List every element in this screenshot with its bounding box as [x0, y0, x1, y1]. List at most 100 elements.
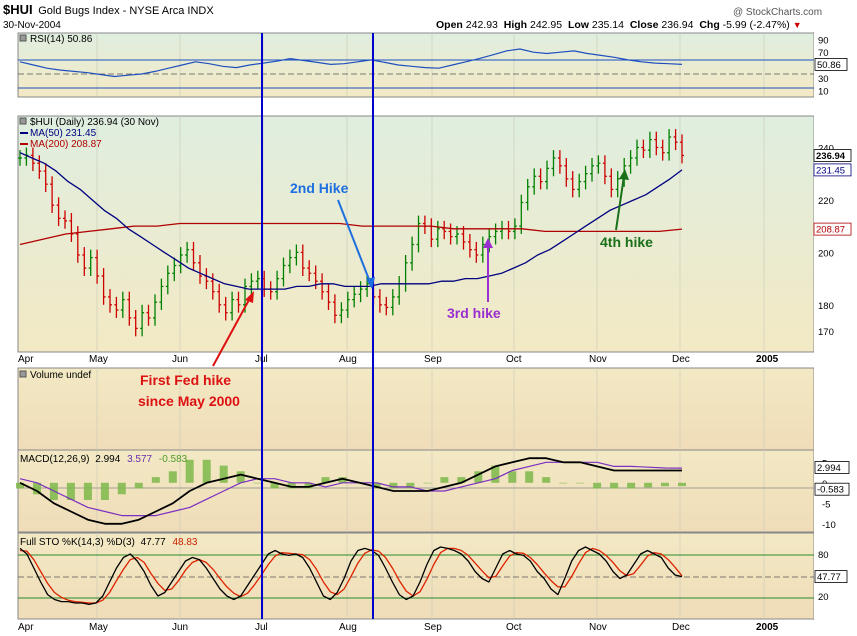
x-tick-label: Jul	[255, 622, 268, 633]
open-value: 242.93	[465, 19, 498, 31]
second-hike-arrow	[337, 199, 371, 283]
volume-panel	[17, 367, 815, 451]
x-tick-label: Sep	[424, 354, 442, 365]
x-tick-label: Nov	[589, 354, 607, 365]
x-tick-label: Oct	[506, 622, 522, 633]
x-tick-label: Dec	[672, 622, 690, 633]
sto-value-tag	[814, 570, 848, 583]
macd-histogram-bar	[525, 471, 534, 483]
x-tick-label: Jul	[255, 354, 268, 365]
volume-legend-swatch	[19, 370, 27, 378]
x-tick-label: May	[89, 622, 108, 633]
down-arrow-icon: ▼	[792, 20, 802, 30]
macd-histogram-bar	[661, 482, 669, 487]
macd-value-tag	[814, 461, 850, 474]
macd-histogram-bar	[270, 482, 279, 489]
macd-histogram-bar	[321, 477, 330, 483]
price-value-tag	[813, 163, 852, 177]
macd-histogram-bar	[406, 482, 415, 489]
price-legend-swatch	[19, 117, 27, 125]
price-tick-label: 200	[818, 248, 834, 259]
macd-histogram-bar	[83, 482, 92, 500]
x-tick-label: Nov	[589, 622, 607, 633]
macd-legend-name: MACD(12,26,9)	[20, 454, 89, 465]
price-legend: $HUI (Daily) 236.94 (30 Nov)	[30, 117, 159, 128]
low-value: 235.14	[591, 19, 624, 31]
chart-date: 30-Nov-2004	[3, 20, 61, 31]
macd-histogram-bar	[287, 482, 296, 489]
rsi-line	[19, 48, 683, 78]
fourth-hike-label: 4th hike	[600, 234, 653, 250]
macd-histogram-bar	[576, 482, 585, 484]
x-tick-label: 2005	[756, 622, 779, 633]
macd-value-tag-text: -0.583	[817, 485, 844, 496]
symbol: $HUI	[3, 2, 33, 17]
first-fed-hike-label-2: since May 2000	[138, 393, 240, 409]
macd-legend-hist: -0.583	[159, 454, 188, 465]
price-tick-label: 170	[818, 327, 834, 338]
x-tick-label: Jun	[172, 622, 188, 633]
macd-histogram-bar	[491, 465, 500, 483]
price-tick-label: 220	[818, 196, 834, 207]
rsi-value-tag	[814, 58, 848, 71]
macd-histogram-bar	[117, 482, 126, 495]
x-tick-label: May	[89, 354, 108, 365]
rsi-legend-swatch	[19, 34, 27, 42]
macd-line	[19, 457, 682, 525]
macd-histogram-bar	[389, 482, 398, 489]
macd-histogram-bar	[508, 471, 517, 483]
ma50-line	[19, 152, 683, 290]
sto-k-line	[19, 546, 683, 606]
macd-histogram-bar	[16, 482, 24, 489]
macd-histogram-bar	[440, 477, 449, 483]
macd-histogram-bar	[185, 459, 194, 483]
third-hike-label: 3rd hike	[447, 305, 501, 321]
macd-tick-label: -5	[822, 499, 830, 510]
ma50-legend: MA(50) 231.45	[30, 128, 97, 139]
macd-legend-signal: 3.577	[127, 454, 152, 465]
sto-tick-label: 80	[818, 550, 829, 561]
rsi-tick-label: 90	[818, 35, 829, 46]
fourth-hike-arrow	[615, 175, 625, 231]
macd-histogram-bar	[304, 482, 313, 489]
macd-histogram-bar	[372, 482, 381, 489]
macd-histogram-bar	[644, 482, 653, 488]
macd-histogram-bar	[559, 482, 568, 484]
sto-d-line	[19, 547, 683, 604]
macd-histogram-bar	[627, 482, 636, 489]
copyright: @ StockCharts.com	[733, 7, 823, 18]
second-hike-arrowhead	[366, 277, 375, 289]
macd-histogram-bar	[66, 482, 75, 500]
ma200-line	[19, 222, 683, 246]
macd-histogram-bar	[134, 482, 143, 489]
index-name: Gold Bugs Index - NYSE Arca INDX	[38, 5, 214, 17]
third-hike-arrowhead	[483, 238, 493, 248]
x-tick-label: Jun	[172, 354, 188, 365]
right-axis-strip	[814, 33, 855, 619]
macd-histogram-bar	[100, 482, 109, 500]
rsi-tick-label: 30	[818, 74, 829, 85]
change-value: -5.99 (-2.47%)	[722, 19, 790, 31]
macd-histogram-bar	[474, 471, 483, 483]
macd-histogram-bar	[593, 482, 602, 489]
macd-histogram-bar	[33, 482, 41, 495]
chart-title: $HUI Gold Bugs Index - NYSE Arca INDX	[3, 2, 214, 17]
macd-histogram-bar	[457, 477, 466, 483]
macd-histogram-bar	[338, 477, 347, 483]
macd-histogram-bar	[236, 471, 245, 483]
macd-histogram-bar	[610, 482, 619, 489]
macd-histogram-bar	[253, 482, 262, 484]
price-value-tag	[813, 149, 852, 162]
sto-legend: Full STO %K(14,3) %D(3) 47.77 48.83	[20, 537, 198, 548]
ma200-legend: MA(200) 208.87	[30, 139, 102, 150]
fourth-hike-arrowhead	[619, 169, 629, 180]
x-tick-label: Aug	[339, 354, 357, 365]
x-tick-label: Dec	[672, 354, 690, 365]
macd-value-tag	[814, 482, 850, 496]
macd-legend: MACD(12,26,9) 2.994 3.577 -0.583	[20, 454, 188, 465]
rsi-value-tag-text: 50.86	[817, 60, 841, 71]
x-tick-label: Apr	[18, 354, 34, 365]
price-value-tag-text: 231.45	[816, 165, 845, 176]
